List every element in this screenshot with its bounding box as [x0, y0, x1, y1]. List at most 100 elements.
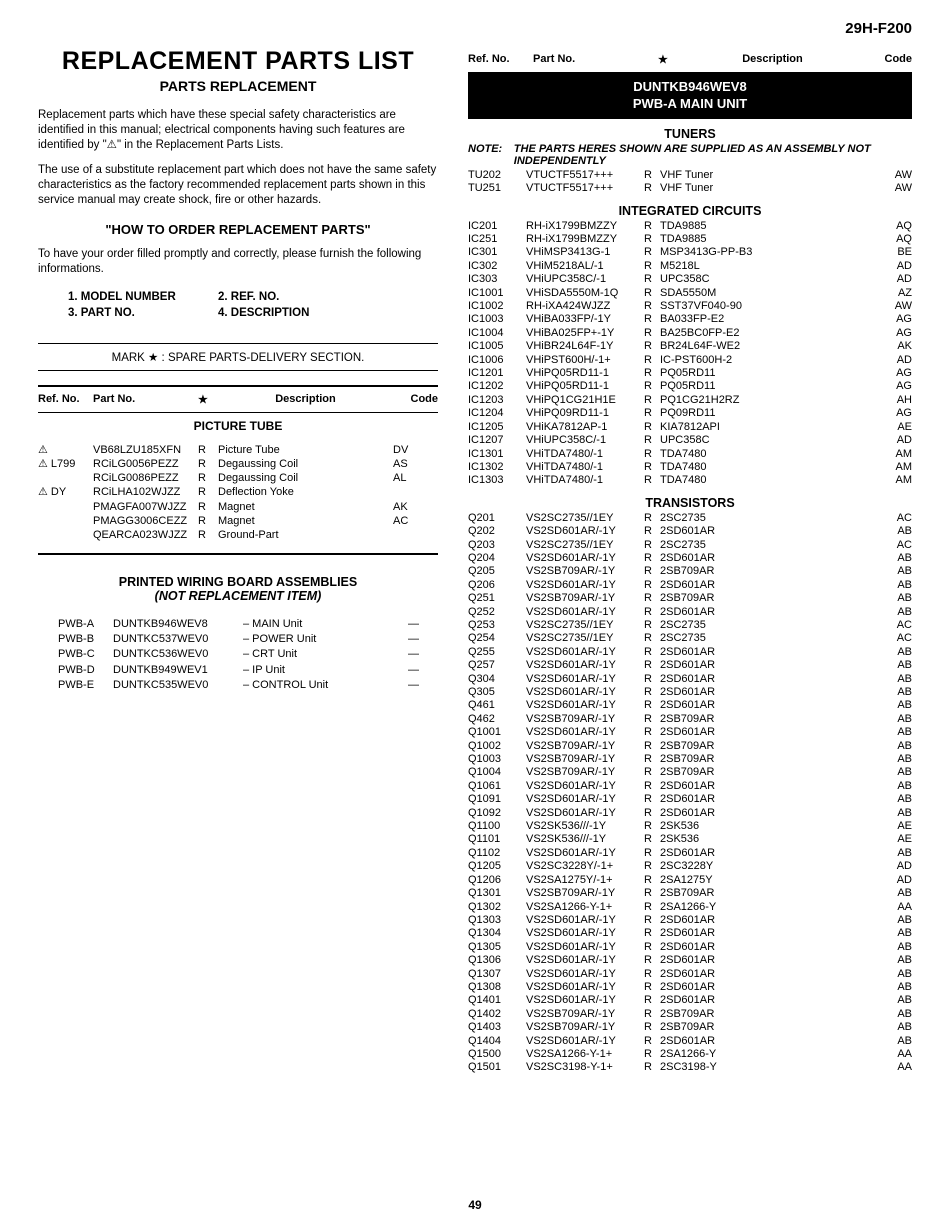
cell-part: DUNTKB949WEV1 [113, 663, 243, 678]
table-row: Q1061VS2SD601AR/-1YR2SD601ARAB [468, 780, 912, 793]
table-row: Q1404VS2SD601AR/-1YR2SD601ARAB [468, 1035, 912, 1048]
picture-tube-rows: ⚠VB68LZU185XFNRPicture TubeDV⚠ L799RCiLG… [38, 443, 438, 543]
cell-part: VHiBR24L64F-1Y [526, 340, 644, 353]
cell-desc: – CONTROL Unit [243, 678, 408, 693]
cell-ref: Q202 [468, 525, 526, 538]
cell-desc: M5218L [660, 260, 877, 273]
cell-desc: 2SD601AR [660, 726, 877, 739]
cell-code: AQ [877, 233, 912, 246]
cell-desc: 2SK536 [660, 820, 877, 833]
cell-part: VHiTDA7480/-1 [526, 448, 644, 461]
table-row: IC1207VHiUPC358C/-1RUPC358CAD [468, 434, 912, 447]
cell-code: AB [877, 968, 912, 981]
cell-desc: SST37VF040-90 [660, 300, 877, 313]
cell-star: R [644, 434, 660, 447]
cell-star: R [644, 941, 660, 954]
cell-part: VS2SD601AR/-1Y [526, 646, 644, 659]
hdr-star: ★ [198, 393, 218, 406]
cell-desc: 2SB709AR [660, 766, 877, 779]
cell-ref: Q1404 [468, 1035, 526, 1048]
cell-star: R [644, 699, 660, 712]
table-row: IC301VHiMSP3413G-1RMSP3413G-PP-B3BE [468, 246, 912, 259]
table-row: PWB-DDUNTKB949WEV1– IP Unit— [58, 663, 438, 678]
cell-part: VS2SB709AR/-1Y [526, 592, 644, 605]
cell-ref: PWB-C [58, 647, 113, 662]
cell-star: R [644, 592, 660, 605]
cell-code: AB [877, 552, 912, 565]
cell-code: AB [877, 994, 912, 1007]
table-row: Q204VS2SD601AR/-1YR2SD601ARAB [468, 552, 912, 565]
cell-star: R [644, 753, 660, 766]
cell-part: VS2SD601AR/-1Y [526, 941, 644, 954]
main-unit-band: DUNTKB946WEV8 PWB-A MAIN UNIT [468, 73, 912, 119]
cell-desc: IC-PST600H-2 [660, 354, 877, 367]
cell-desc: 2SD601AR [660, 914, 877, 927]
cell-ref: IC1006 [468, 354, 526, 367]
cell-part: VHiPQ09RD11-1 [526, 407, 644, 420]
cell-ref: Q1304 [468, 927, 526, 940]
cell-code: AB [877, 1008, 912, 1021]
table-row: ⚠VB68LZU185XFNRPicture TubeDV [38, 443, 438, 457]
cell-code: AD [877, 260, 912, 273]
cell-desc: 2SD601AR [660, 1035, 877, 1048]
cell-ref: Q1101 [468, 833, 526, 846]
cell-desc: 2SD601AR [660, 981, 877, 994]
table-row: IC1002RH-iXA424WJZZRSST37VF040-90AW [468, 300, 912, 313]
cell-part: VS2SD601AR/-1Y [526, 994, 644, 1007]
cell-desc: 2SB709AR [660, 565, 877, 578]
cell-ref: Q304 [468, 673, 526, 686]
cell-code: AB [877, 592, 912, 605]
cell-star: R [198, 457, 218, 471]
table-row: Q1305VS2SD601AR/-1YR2SD601ARAB [468, 941, 912, 954]
cell-ref: Q253 [468, 619, 526, 632]
cell-code: AB [877, 954, 912, 967]
cell-ref: Q1004 [468, 766, 526, 779]
table-row: Q253VS2SC2735//1EYR2SC2735AC [468, 619, 912, 632]
cell-part: VS2SA1266-Y-1+ [526, 1048, 644, 1061]
cell-desc: 2SC2735 [660, 512, 877, 525]
cell-ref: Q1302 [468, 901, 526, 914]
cell-ref: Q1501 [468, 1061, 526, 1074]
table-row: Q1501VS2SC3198-Y-1+R2SC3198-YAA [468, 1061, 912, 1074]
table-row: IC1001VHiSDA5550M-1QRSDA5550MAZ [468, 287, 912, 300]
order-list: 1. MODEL NUMBER 2. REF. NO. 3. PART NO. … [68, 291, 438, 319]
cell-part: VHiBA033FP/-1Y [526, 313, 644, 326]
cell-star: R [644, 914, 660, 927]
cell-part: VS2SC2735//1EY [526, 539, 644, 552]
cell-code: AB [877, 1021, 912, 1034]
cell-code: AB [877, 780, 912, 793]
table-row: Q461VS2SD601AR/-1YR2SD601ARAB [468, 699, 912, 712]
cell-ref: Q205 [468, 565, 526, 578]
cell-code: AB [877, 766, 912, 779]
cell-part: DUNTKC537WEV0 [113, 632, 243, 647]
order-2: 2. REF. NO. [218, 291, 358, 303]
rhdr-star: ★ [658, 53, 678, 66]
cell-part: RCiLG0086PEZZ [93, 471, 198, 485]
table-row: IC302VHiM5218AL/-1RM5218LAD [468, 260, 912, 273]
cell-desc: VHF Tuner [660, 169, 877, 182]
cell-desc: BA033FP-E2 [660, 313, 877, 326]
rhdr-part: Part No. [533, 53, 658, 66]
right-column: Ref. No. Part No. ★ Description Code DUN… [468, 47, 912, 1075]
cell-star: R [644, 367, 660, 380]
cell-desc: 2SA1275Y [660, 874, 877, 887]
left-table-header: Ref. No. Part No. ★ Description Code [38, 385, 438, 413]
cell-part: VS2SB709AR/-1Y [526, 740, 644, 753]
table-row: Q1307VS2SD601AR/-1YR2SD601ARAB [468, 968, 912, 981]
cell-part: RCiLG0056PEZZ [93, 457, 198, 471]
cell-ref: Q204 [468, 552, 526, 565]
hdr-part: Part No. [93, 393, 198, 406]
mark-note: MARK ★ : SPARE PARTS-DELIVERY SECTION. [38, 343, 438, 371]
cell-part: VHiUPC358C/-1 [526, 273, 644, 286]
cell-ref: ⚠ DY [38, 485, 93, 499]
cell-star: R [644, 954, 660, 967]
cell-code: AM [877, 461, 912, 474]
cell-code: AD [877, 860, 912, 873]
cell-ref: Q1092 [468, 807, 526, 820]
cell-star: R [644, 780, 660, 793]
cell-part: VS2SD601AR/-1Y [526, 579, 644, 592]
cell-star: R [198, 514, 218, 528]
cell-star: R [644, 579, 660, 592]
cell-code: AB [877, 673, 912, 686]
hdr-ref: Ref. No. [38, 393, 93, 406]
